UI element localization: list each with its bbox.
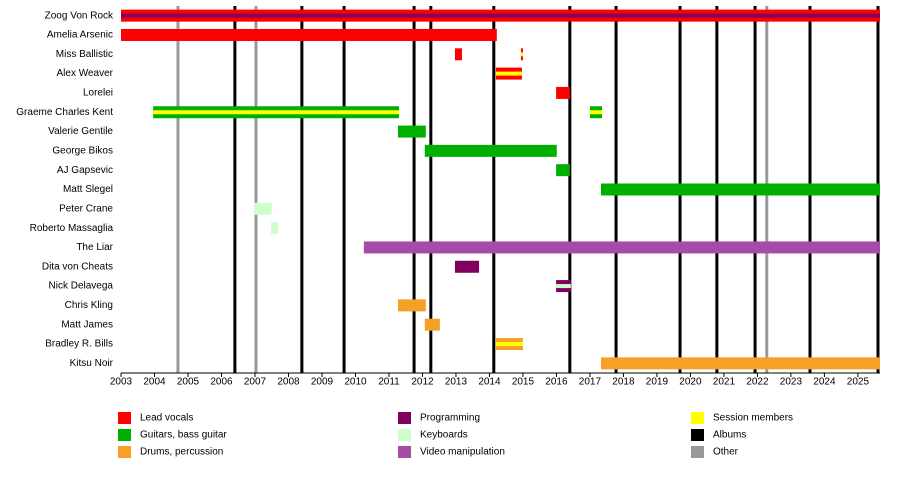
legend-label: Drums, percussion bbox=[140, 447, 223, 458]
legend-label: Programming bbox=[420, 413, 480, 424]
member-label: Miss Ballistic bbox=[56, 49, 113, 60]
x-tick-label: 2020 bbox=[679, 377, 702, 388]
legend-swatch bbox=[691, 446, 704, 458]
bar bbox=[424, 144, 557, 157]
legend-label: Keyboards bbox=[420, 430, 468, 441]
legend-swatch bbox=[691, 412, 704, 424]
bar bbox=[398, 125, 426, 138]
legend-label: Guitars, bass guitar bbox=[140, 430, 227, 441]
x-tick-label: 2024 bbox=[813, 377, 836, 388]
legend-swatch bbox=[398, 412, 411, 424]
bar bbox=[600, 183, 880, 196]
legend-swatch bbox=[118, 446, 131, 458]
bar-stripe bbox=[589, 110, 602, 115]
bar bbox=[253, 202, 272, 215]
bar-stripe bbox=[556, 284, 571, 289]
x-tick-label: 2017 bbox=[579, 377, 602, 388]
bar-stripe bbox=[153, 110, 400, 115]
legend-swatch bbox=[398, 446, 411, 458]
bar bbox=[398, 299, 426, 312]
x-tick-label: 2006 bbox=[210, 377, 233, 388]
bar-stripe bbox=[520, 52, 523, 57]
bar-stripe bbox=[495, 71, 522, 76]
x-tick-label: 2018 bbox=[612, 377, 635, 388]
x-tick-label: 2023 bbox=[780, 377, 803, 388]
member-label: Peter Crane bbox=[59, 203, 113, 214]
member-label: Zoog Von Rock bbox=[45, 10, 114, 21]
member-label: Amelia Arsenic bbox=[47, 30, 113, 41]
legend-label: Session members bbox=[713, 413, 793, 424]
member-label: Lorelei bbox=[83, 88, 113, 99]
bar bbox=[271, 222, 279, 235]
member-label: Roberto Massaglia bbox=[30, 223, 114, 234]
bar bbox=[363, 241, 880, 254]
legend-label: Lead vocals bbox=[140, 413, 193, 424]
x-tick-label: 2019 bbox=[646, 377, 669, 388]
member-label: Matt Slegel bbox=[63, 184, 113, 195]
legend-swatch bbox=[691, 429, 704, 441]
legend-swatch bbox=[118, 429, 131, 441]
x-tick-label: 2016 bbox=[545, 377, 568, 388]
x-tick-label: 2004 bbox=[143, 377, 166, 388]
member-label: Alex Weaver bbox=[56, 68, 113, 79]
x-tick-label: 2008 bbox=[277, 377, 300, 388]
x-tick-label: 2022 bbox=[746, 377, 769, 388]
bar bbox=[424, 318, 440, 331]
x-tick-label: 2005 bbox=[177, 377, 200, 388]
legend-label: Other bbox=[713, 447, 739, 458]
legend-label: Albums bbox=[713, 430, 746, 441]
bar bbox=[121, 28, 497, 41]
member-label: Bradley R. Bills bbox=[45, 339, 113, 350]
x-tick-label: 2010 bbox=[344, 377, 367, 388]
member-label: AJ Gapsevic bbox=[57, 165, 113, 176]
x-tick-label: 2021 bbox=[713, 377, 736, 388]
bar bbox=[556, 86, 570, 99]
x-tick-label: 2007 bbox=[244, 377, 267, 388]
member-label: Kitsu Noir bbox=[70, 358, 114, 369]
bar-stripe bbox=[121, 13, 880, 18]
member-label: Matt James bbox=[61, 319, 113, 330]
x-tick-label: 2013 bbox=[445, 377, 468, 388]
bar-stripe bbox=[495, 342, 523, 347]
member-label: Nick Delavega bbox=[49, 281, 114, 292]
member-label: Valerie Gentile bbox=[48, 126, 113, 137]
x-tick-label: 2011 bbox=[378, 377, 400, 388]
member-label: Graeme Charles Kent bbox=[16, 107, 113, 118]
x-tick-label: 2025 bbox=[847, 377, 870, 388]
x-tick-label: 2003 bbox=[110, 377, 133, 388]
x-tick-label: 2015 bbox=[512, 377, 535, 388]
legend-swatch bbox=[398, 429, 411, 441]
member-label: Dita von Cheats bbox=[42, 261, 113, 272]
member-label: The Liar bbox=[76, 242, 113, 253]
member-label: Chris Kling bbox=[65, 300, 113, 311]
bar bbox=[454, 48, 462, 61]
x-tick-label: 2012 bbox=[411, 377, 434, 388]
member-label: George Bikos bbox=[52, 146, 113, 157]
bar bbox=[556, 164, 570, 177]
x-tick-label: 2009 bbox=[311, 377, 334, 388]
legend-label: Video manipulation bbox=[420, 447, 505, 458]
bar bbox=[600, 357, 880, 370]
bar bbox=[454, 260, 480, 273]
x-tick-label: 2014 bbox=[478, 377, 501, 388]
legend-swatch bbox=[118, 412, 131, 424]
